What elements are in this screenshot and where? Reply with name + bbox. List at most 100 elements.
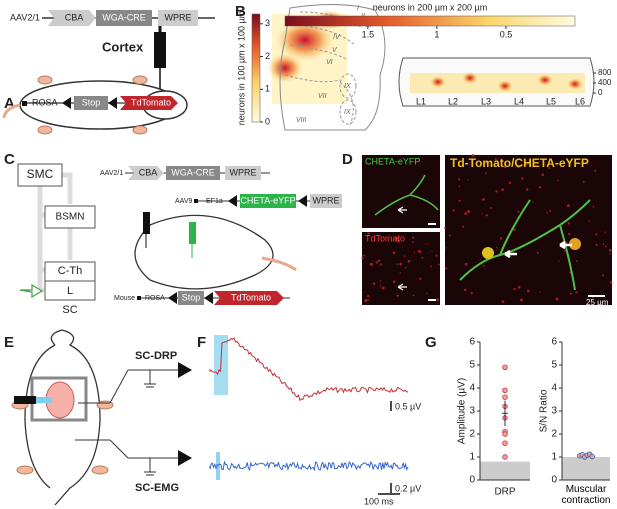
arrowhead <box>62 97 71 109</box>
category-text: Muscular contraction <box>561 484 611 506</box>
panel-label: C <box>4 151 15 168</box>
micrograph <box>362 155 440 228</box>
lamina-label: IX <box>344 109 351 116</box>
speckle <box>481 212 483 215</box>
y-tick-label: 0 <box>551 475 557 486</box>
speckle <box>364 298 368 303</box>
speckle <box>470 291 473 295</box>
speckle <box>399 262 403 266</box>
speckle <box>490 206 493 209</box>
lamina-label: I <box>357 5 359 12</box>
speckle <box>448 234 451 237</box>
construct-label: ROSA <box>32 97 58 107</box>
speckle <box>407 259 411 263</box>
speckle <box>563 250 566 252</box>
speckle <box>452 209 455 212</box>
construct-label: ROSA <box>145 295 165 302</box>
speckle <box>521 177 524 180</box>
node-label: BSMN <box>56 212 85 223</box>
construct-label: EF1a <box>206 198 223 205</box>
speckle <box>499 158 501 160</box>
speckle <box>517 210 520 213</box>
construct-element <box>240 194 296 208</box>
speckle <box>482 265 485 267</box>
speckle <box>608 248 612 252</box>
arrowhead <box>168 292 177 304</box>
arrowhead <box>108 97 117 109</box>
speckle <box>419 277 422 280</box>
segment-label: L5 <box>546 96 556 106</box>
speckle <box>375 261 378 264</box>
speckle <box>377 259 381 263</box>
speckle <box>484 161 487 164</box>
segment-label: L3 <box>481 96 491 106</box>
construct-label: WGA-CRE <box>171 167 215 177</box>
speckle <box>431 250 433 252</box>
scale-bar-label: 25 µm <box>586 298 609 307</box>
heat-blob <box>497 80 513 92</box>
category-label: DRP <box>494 487 515 498</box>
colorbar <box>251 13 261 123</box>
arrow <box>504 249 517 259</box>
construct-label: Stop <box>182 292 201 302</box>
mouse-tail <box>2 103 21 119</box>
speckle <box>467 179 469 181</box>
arrowhead <box>204 292 213 304</box>
image-label: CHETA-eYFP <box>365 156 420 166</box>
speckle <box>443 227 447 230</box>
segment-label: L1 <box>416 96 426 106</box>
construct-element <box>74 96 108 110</box>
speckle <box>609 280 613 284</box>
heat-blob <box>537 74 553 86</box>
speckle <box>426 292 428 295</box>
speckle <box>516 164 521 168</box>
speckle <box>557 179 559 182</box>
lamina-label: V <box>332 47 338 54</box>
panel-label: D <box>342 151 353 168</box>
speckle <box>513 228 516 231</box>
axis-label: neurons in 100 µm x 100 µm <box>236 11 246 125</box>
heat-blob <box>267 53 303 83</box>
speckle <box>592 205 595 208</box>
y-tick-label: 1 <box>469 452 475 463</box>
speckle <box>532 201 534 203</box>
y-tick-label: 2 <box>551 429 557 440</box>
speckle <box>413 251 416 254</box>
speckle <box>546 211 548 214</box>
construct-element <box>310 194 342 208</box>
construct-label: TdTomato <box>131 97 171 107</box>
image-label: TdTomato <box>365 233 405 243</box>
speckle <box>458 164 460 167</box>
axis-label: S/N Ratio <box>539 389 550 432</box>
vector-label: AAV2/1 <box>100 170 123 177</box>
speckle <box>426 243 428 245</box>
speckle <box>526 161 529 164</box>
speckle <box>379 263 383 266</box>
speckle <box>467 210 471 214</box>
speckle <box>392 251 396 255</box>
segment-label: L2 <box>448 96 458 106</box>
speckle <box>539 291 541 293</box>
speckle <box>367 298 370 301</box>
heat-blob <box>430 76 446 88</box>
speckle <box>458 178 461 181</box>
speckle <box>369 262 373 266</box>
emg-trace <box>209 460 409 472</box>
speckle <box>594 169 597 172</box>
cell <box>482 247 494 259</box>
node-label: L <box>67 285 73 297</box>
construct-label: WGA-CRE <box>102 12 146 22</box>
y-tick-label: 6 <box>551 337 557 348</box>
panel-label: E <box>4 334 14 351</box>
neuron-process <box>459 199 591 291</box>
image-label: Td-Tomato/CHETA-eYFP <box>450 156 589 170</box>
segment-label: L6 <box>575 96 585 106</box>
speckle <box>538 186 542 189</box>
node <box>17 163 63 187</box>
speckle <box>445 267 448 270</box>
speckle <box>517 286 521 289</box>
speckle <box>595 243 598 246</box>
wire <box>109 369 129 404</box>
construct-label: WPRE <box>230 167 257 177</box>
node-label: C-Th <box>58 265 82 277</box>
